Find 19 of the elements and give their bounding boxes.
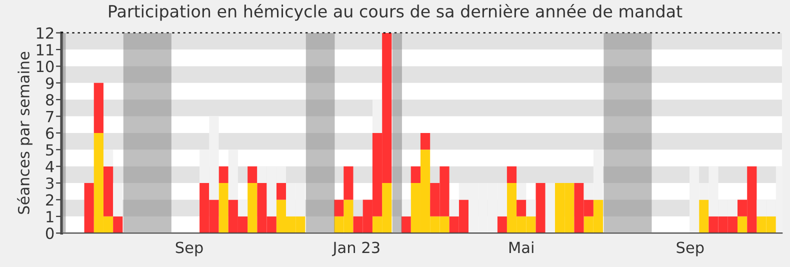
y-axis-title: Séances par semaine	[17, 52, 32, 214]
y-tick-label: 2	[46, 194, 54, 206]
x-tick-label: Jan 23	[332, 242, 380, 256]
y-tick-label: 6	[46, 127, 54, 139]
x-tick-label: Mai	[509, 241, 534, 254]
y-tick-label: 12	[36, 27, 54, 39]
y-tick-label: 8	[46, 94, 54, 106]
chart-title: Participation en hémicycle au cours de sa dernière année de mandat	[109, 4, 682, 21]
y-tick-label: 9	[46, 77, 54, 89]
y-tick-label: 0	[46, 228, 54, 240]
x-tick-label: Sep	[676, 242, 704, 256]
y-tick-label: 1	[46, 211, 54, 222]
y-tick-label: 5	[46, 144, 54, 156]
y-tick-label: 4	[46, 161, 54, 172]
y-tick-label: 10	[36, 60, 54, 72]
x-tick-label: Sep	[176, 242, 203, 256]
y-tick-label: 7	[46, 110, 54, 122]
y-tick-label: 3	[46, 177, 54, 190]
y-tick-label: 11	[36, 44, 54, 56]
